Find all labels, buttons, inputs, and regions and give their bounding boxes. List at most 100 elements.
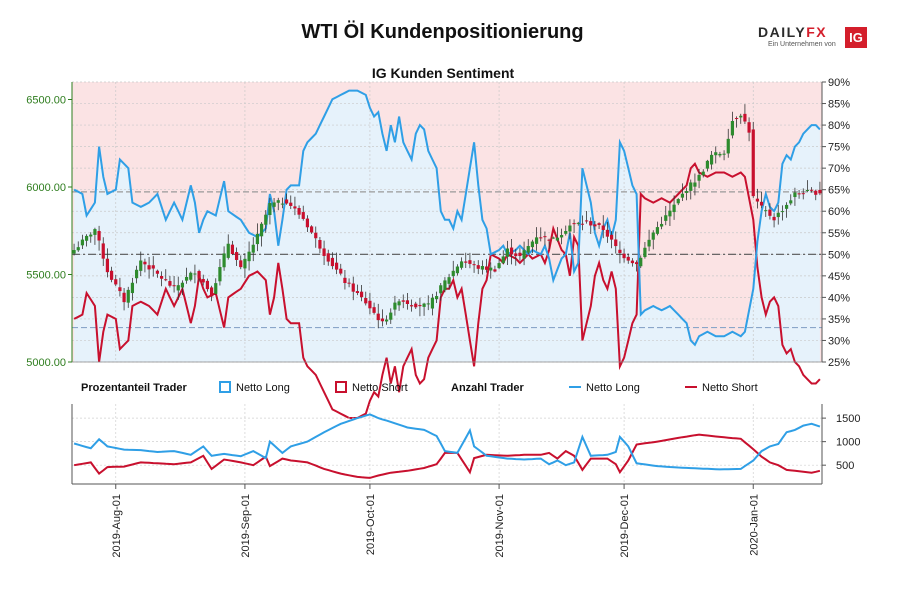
candle-body — [126, 289, 130, 303]
candle-body — [526, 246, 530, 253]
candle-body — [501, 256, 505, 264]
candle-body — [659, 223, 664, 227]
candle-body — [222, 253, 226, 268]
candle-body — [601, 225, 605, 230]
candle-body — [793, 192, 797, 198]
candle-body — [297, 208, 301, 215]
candle-body — [347, 282, 351, 284]
candle-body — [472, 264, 476, 266]
candle-body — [434, 296, 439, 300]
pct-tick-label: 90% — [828, 77, 850, 89]
lower-panel-grid — [72, 404, 822, 484]
candle-body — [264, 214, 268, 225]
candle-body — [97, 230, 101, 241]
candle-body — [418, 305, 422, 307]
candle-body — [497, 263, 501, 269]
candle-body — [676, 199, 680, 204]
candle-body — [593, 224, 597, 227]
pct-tick-label: 70% — [828, 163, 850, 175]
pct-tick-label: 30% — [828, 335, 850, 347]
candle-body — [784, 204, 789, 209]
candle-body — [534, 237, 539, 244]
candle-body — [789, 200, 793, 204]
candle-body — [447, 277, 451, 284]
candle-body — [376, 313, 380, 321]
candle-body — [489, 267, 493, 271]
candle-body — [459, 261, 464, 268]
candle-body — [305, 218, 310, 228]
date-tick-label: 2019-Aug-01 — [111, 494, 123, 558]
candle-body — [351, 283, 355, 292]
count-lines — [73, 413, 821, 479]
candle-body — [780, 211, 785, 213]
candle-body — [651, 232, 655, 240]
candle-body — [318, 239, 322, 249]
candle-body — [493, 269, 497, 272]
candle-body — [547, 239, 551, 241]
candle-body — [334, 262, 339, 270]
candle-body — [718, 153, 722, 156]
candle-body — [668, 210, 672, 217]
legend-short-box — [335, 381, 347, 393]
candle-body — [289, 202, 293, 206]
long-pct-line — [73, 89, 821, 347]
legend-long-count: Netto Long — [586, 382, 640, 394]
short-count-line — [73, 433, 821, 479]
candle-body — [697, 174, 701, 181]
candle-body — [322, 248, 326, 256]
pct-tick-label: 80% — [828, 120, 850, 132]
main-panel-background — [72, 82, 822, 362]
date-tick-label: 2019-Sep-01 — [240, 494, 252, 558]
candle-body — [259, 223, 264, 237]
date-axis: 2019-Aug-01 2019-Sep-01 2019-Oct-01 2019-No… — [111, 484, 760, 558]
candle-body — [134, 269, 139, 279]
date-tick-label: 2019-Oct-01 — [365, 494, 377, 555]
price-tick-label: 6500.00 — [26, 95, 66, 107]
candle-body — [755, 198, 760, 202]
candle-body — [201, 278, 205, 283]
candle-body — [330, 257, 335, 267]
candle-body — [664, 215, 668, 221]
candle-body — [689, 182, 693, 191]
candle-body — [72, 250, 76, 254]
candle-body — [239, 260, 243, 268]
candle-body — [114, 279, 118, 285]
short-pct-line — [73, 162, 821, 419]
candle-body — [172, 285, 176, 287]
candle-body — [468, 260, 472, 264]
candle-body — [643, 247, 647, 258]
candle-body — [89, 234, 93, 237]
pct-tick-label: 65% — [828, 185, 850, 197]
candle-body — [301, 212, 305, 219]
candle-body — [614, 239, 618, 247]
candle-body — [680, 193, 685, 198]
candle-body — [476, 265, 480, 269]
candle-body — [393, 302, 397, 310]
candle-body — [509, 247, 514, 255]
candle-body — [118, 287, 122, 292]
candle-body — [518, 252, 522, 256]
candle-body — [514, 253, 518, 257]
candle-body — [109, 270, 114, 280]
candle-body — [639, 257, 643, 267]
candle-body — [364, 298, 368, 304]
candle-body — [251, 244, 255, 253]
candle-body — [184, 276, 189, 281]
candle-body — [380, 318, 385, 322]
candle-body — [747, 122, 751, 133]
candle-body — [430, 297, 435, 309]
chart-title: WTI Öl Kundenpositionierung — [301, 21, 584, 43]
candle-body — [672, 204, 676, 213]
candle-body — [180, 282, 185, 288]
pct-tick-label: 25% — [828, 357, 850, 369]
candle-body — [714, 152, 718, 156]
candle-body — [105, 258, 110, 273]
dailyfx-logo: DAILYFX Ein Unternehmen von IG — [758, 24, 870, 52]
lower-panel-axes: 500 1000 1500 — [71, 404, 860, 485]
candle-body — [205, 280, 210, 290]
long-background-area — [74, 90, 820, 362]
candle-body — [818, 189, 822, 194]
candle-body — [797, 193, 801, 195]
candle-body — [618, 249, 622, 254]
